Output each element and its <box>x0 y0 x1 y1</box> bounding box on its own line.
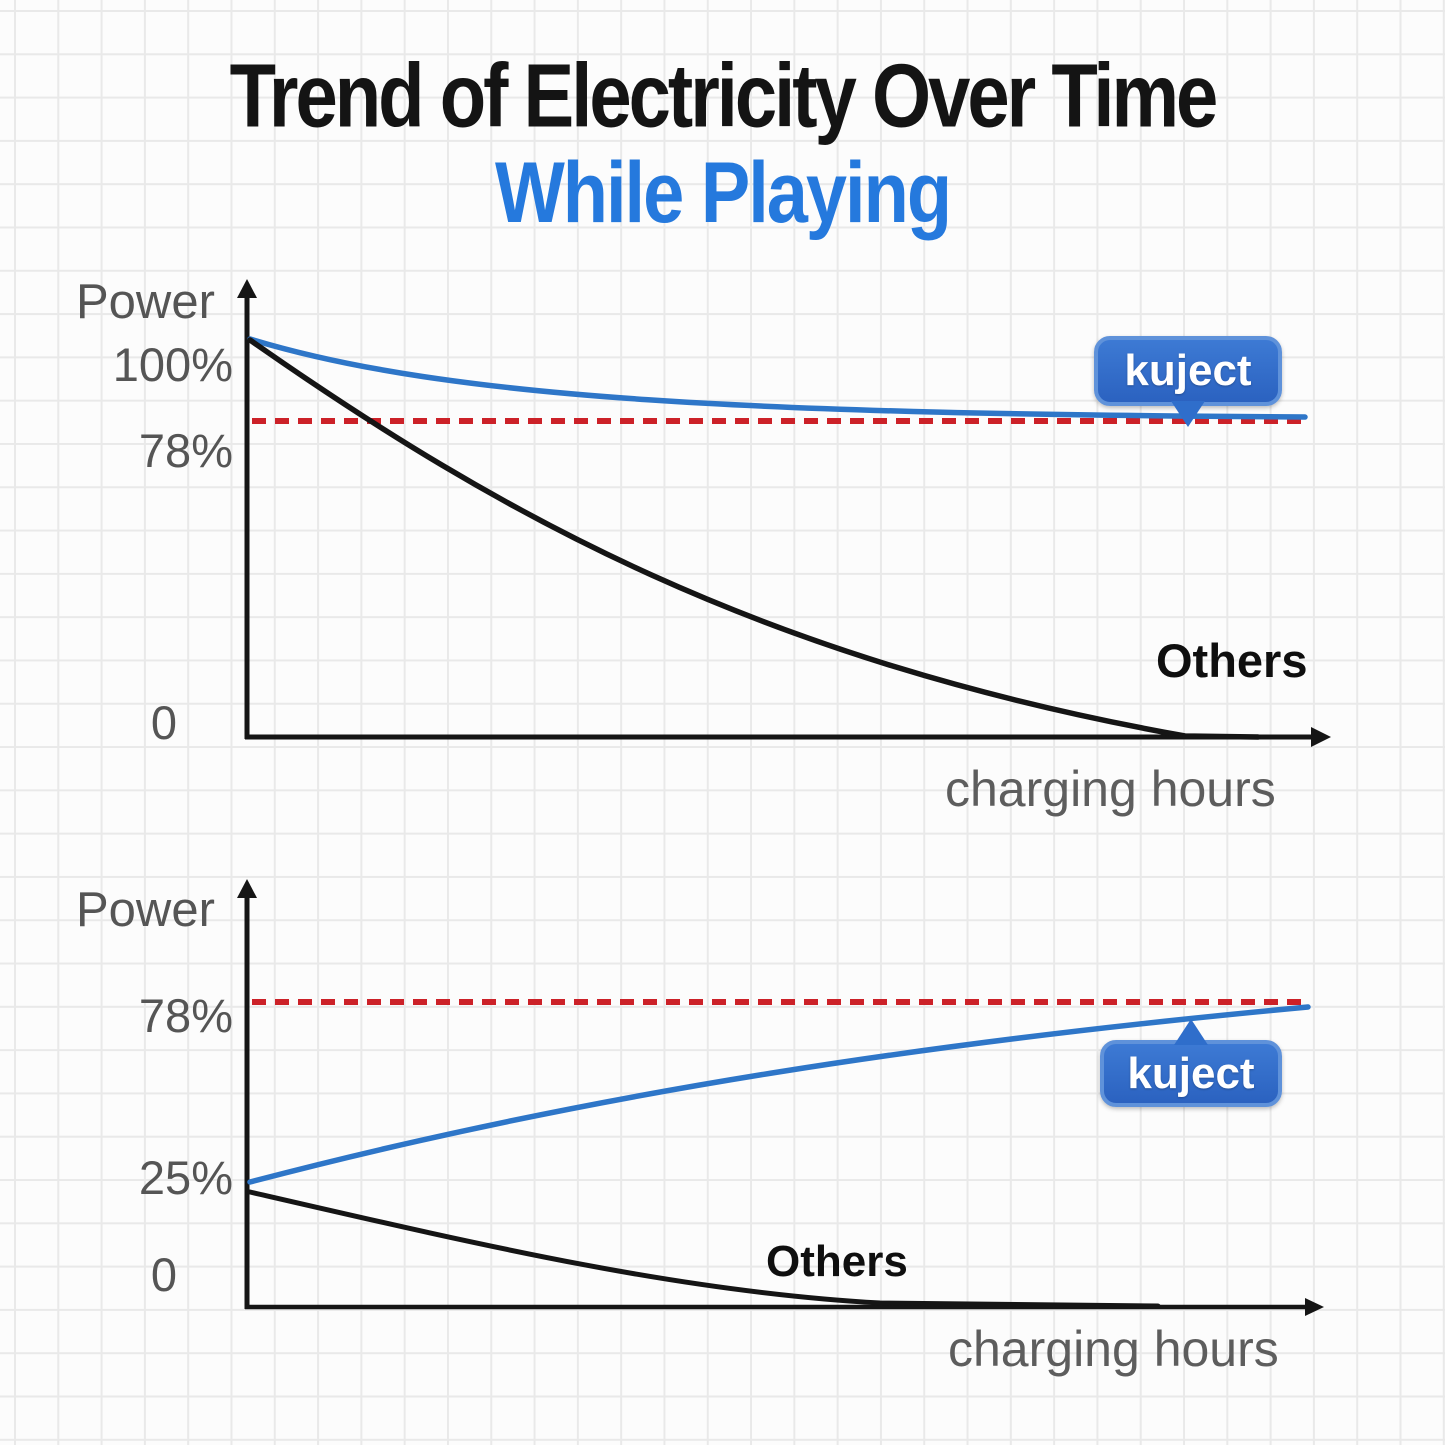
bottom-tick-78: 78% <box>138 989 233 1042</box>
top-kuject-line <box>247 336 1308 420</box>
bottom-others-line <box>247 1189 1161 1309</box>
top-others-line <box>247 337 1261 740</box>
top-tick-78: 78% <box>138 424 233 477</box>
top-tick-100: 100% <box>112 338 233 391</box>
top-x-axis-arrow-icon <box>1311 727 1331 747</box>
bottom-tick-0: 0 <box>150 1248 177 1301</box>
top-kuject-badge: kuject <box>1094 336 1282 427</box>
bottom-x-axis-label: charging hours <box>948 1321 1279 1377</box>
top-y-axis-label: Power <box>76 275 215 329</box>
top-tick-0: 0 <box>150 696 177 749</box>
page-subtitle: While Playing <box>494 144 952 241</box>
bottom-y-axis-label: Power <box>76 883 215 937</box>
bottom-tick-25: 25% <box>138 1151 233 1204</box>
top-others-label: Others <box>1156 634 1308 687</box>
bottom-others-label: Others <box>766 1237 908 1286</box>
top-y-axis-arrow-icon <box>237 279 257 298</box>
title-block: Trend of Electricity Over Time While Pla… <box>0 46 1445 235</box>
bottom-kuject-badge: kuject <box>1100 1019 1282 1107</box>
top-kuject-badge-label: kuject <box>1124 346 1252 395</box>
bottom-kuject-line <box>247 1004 1311 1185</box>
top-x-axis-label: charging hours <box>945 761 1276 817</box>
bottom-y-axis-arrow-icon <box>237 879 257 898</box>
bottom-badge-pointer-up-icon <box>1174 1019 1208 1045</box>
page-title: Trend of Electricity Over Time <box>229 46 1219 147</box>
bottom-x-axis-arrow-icon <box>1305 1298 1324 1316</box>
bottom-kuject-badge-label: kuject <box>1127 1048 1255 1098</box>
top-badge-pointer-down-icon <box>1171 401 1205 427</box>
